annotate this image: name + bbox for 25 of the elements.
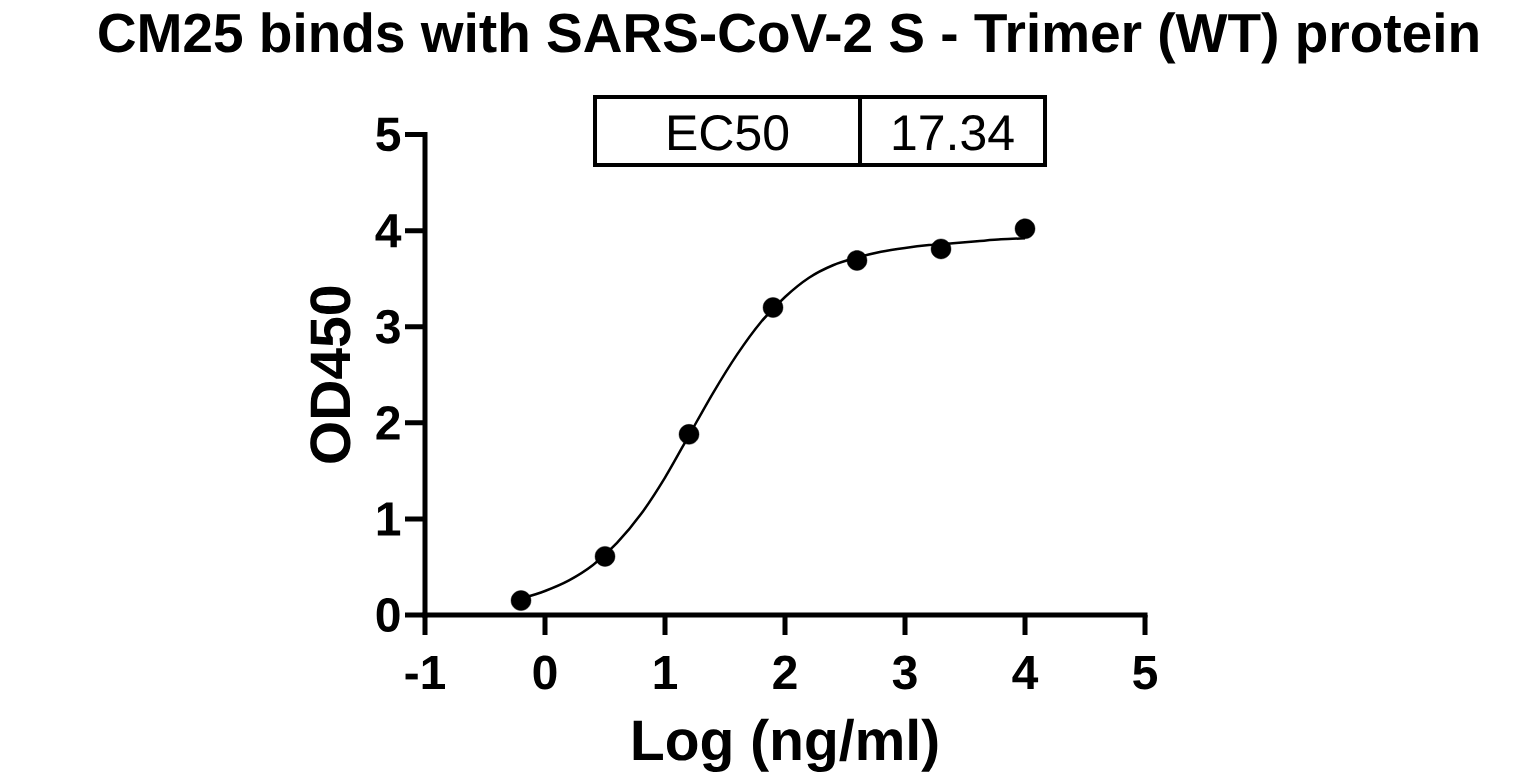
y-tick-label: 0 [376,598,400,632]
point [846,250,868,271]
y-tick-label: 5 [376,117,401,152]
point [1014,218,1036,239]
x-tick-label: 4 [1012,655,1039,689]
chart-title: CM25 binds with SARS-CoV-2 S - Trimer (WT) protein [99,12,1478,64]
x-tick-label: 1 [654,655,678,689]
x-tick-label: 0 [533,655,557,690]
annotation: 17.34 [893,115,1014,151]
point [678,424,700,445]
y-tick-label: 4 [375,214,402,248]
y-tick-label: 2 [376,406,400,440]
x-axis-title: Log (ng/ml) [633,718,938,773]
point [930,238,952,260]
x-tick-label: 2 [773,655,797,689]
point [510,590,532,611]
x-tick-label: -1 [405,655,446,689]
y-tick-label: 3 [375,309,400,344]
y-tick-label: 1 [377,502,401,536]
x-tick-label: 5 [1133,655,1158,690]
y-axis-title: OD450 [310,286,351,463]
annotation: EC50 [669,115,789,151]
point [762,297,784,318]
x-tick-label: 3 [892,655,917,690]
point [594,546,616,567]
